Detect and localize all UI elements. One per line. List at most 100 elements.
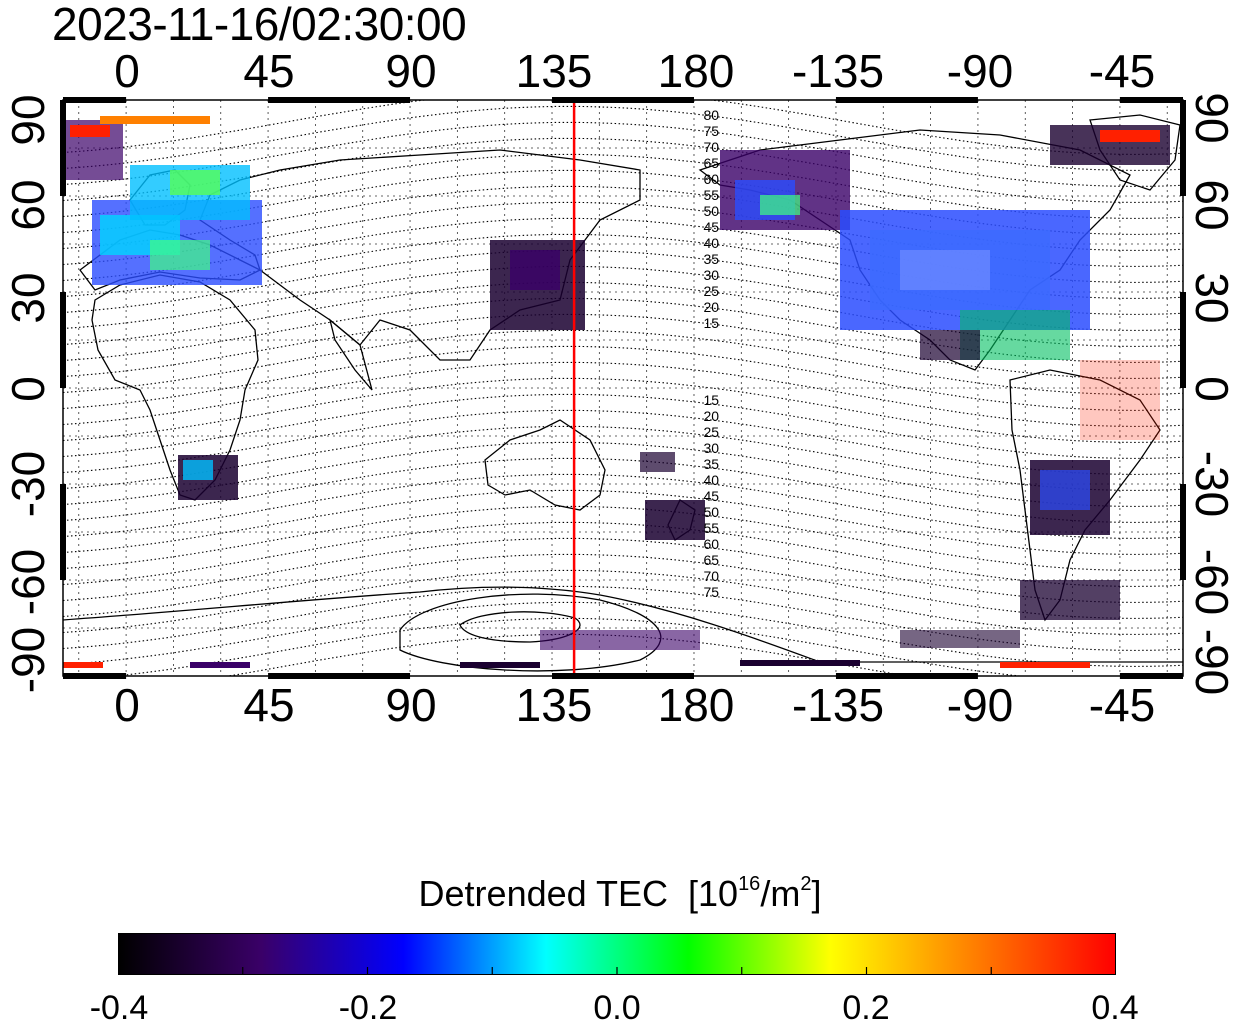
frame-bar [1119,97,1183,103]
geomagnetic-contour [63,569,1183,635]
colorbar-minor-ticks [242,967,992,975]
frame-bar [1180,292,1186,388]
frame-bar [60,100,66,196]
tec-band-south-5 [1000,662,1090,668]
tec-cluster-patagonia [1020,580,1120,620]
tec-cluster-scandinavia-green [170,170,220,195]
contour-label: 70 [703,139,719,155]
top-lon-tick: -90 [946,45,1014,97]
contour-label: 60 [703,171,719,187]
contour-label: 65 [703,552,719,568]
frame-bar [835,673,978,679]
tec-cluster-new-zealand [645,500,705,540]
bottom-lon-tick: -135 [791,679,885,731]
tec-band-red [70,125,110,137]
geomagnetic-contour [63,105,1183,171]
frame-bar [60,484,66,580]
tec-cluster-antarctic-east [900,630,1020,648]
contour-label: 30 [703,267,719,283]
colorbar-tick: 0.4 [1091,989,1139,1027]
contour-label: 80 [703,107,719,123]
bottom-lon-tick: -45 [1088,679,1156,731]
geomagnetic-contour [63,329,1183,395]
frame-bar [1180,100,1186,196]
frame-bar [552,97,694,103]
bottom-lon-tick: 180 [657,679,735,731]
contour-label: 40 [703,235,719,251]
south-america-coast [1009,369,1161,622]
geomagnetic-contour [63,441,1183,507]
indian-subcontinent [328,318,373,391]
tec-cluster-na-light [900,250,990,290]
timestamp-title: 2023-11-16/02:30:00 [52,0,467,50]
top-lon-tick: 45 [243,45,295,97]
contour-label: 20 [703,408,719,424]
geomagnetic-contour [63,409,1183,475]
colorbar-tick: 0.2 [842,989,890,1027]
tec-band-south-2 [190,662,250,668]
geomagnetic-contour [63,393,1183,459]
colorbar-tick: -0.4 [89,989,149,1027]
bottom-lon-tick: 45 [243,679,295,731]
tec-cluster-tasman [640,452,675,472]
contour-label: 50 [703,504,719,520]
geomagnetic-contour [63,585,1183,651]
contour-label: 65 [703,155,719,171]
frame-bar [552,673,694,679]
contour-label: 30 [703,440,719,456]
colorbar-unit-prefix: [10 [688,873,739,914]
frame-bar [268,97,411,103]
tec-cluster-europe-green [150,240,210,270]
geomagnetic-contour [63,489,1183,555]
geomagnetic-contour [63,345,1183,411]
geomagnetic-contour [63,361,1183,427]
geomagnetic-contour [63,249,1183,315]
geomagnetic-contour [63,521,1183,587]
geomagnetic-contour [63,505,1183,571]
frame-bar [60,292,66,388]
tec-band-south-1 [63,662,103,668]
tec-scatter-amazon [1080,360,1160,440]
contour-label: 50 [703,203,719,219]
antarctica-coast [63,586,1183,663]
bottom-lon-tick: 0 [114,679,140,731]
colorbar-title-text: Detrended TEC [418,873,668,914]
contour-label: 15 [703,392,719,408]
bottom-lon-tick: 90 [385,679,437,731]
australia-coast [484,419,606,511]
tec-cluster-antarctic [540,630,700,650]
geomagnetic-contour [63,377,1183,443]
tec-cluster-mexico [920,330,980,360]
contour-label: 35 [703,456,719,472]
geomagnetic-contour [63,601,1183,667]
contour-labels: 8075706560555045403530252015152025303540… [703,107,719,600]
frame-bar [63,97,127,103]
contour-label: 55 [703,187,719,203]
bottom-lon-tick: -90 [946,679,1014,731]
colorbar-title: Detrended TEC [1016/m2] [0,872,1240,916]
frame-bar [835,97,978,103]
geomagnetic-contour [110,617,1025,676]
top-lon-tick: -45 [1088,45,1156,97]
contour-label: 70 [703,568,719,584]
top-lon-tick: -135 [791,45,885,97]
tec-band-south-4 [740,660,860,666]
colorbar-unit-suffix: ] [811,873,822,914]
frame-bar [63,673,127,679]
geomagnetic-contour [63,121,1183,187]
tec-data [63,116,1170,668]
contour-label: 35 [703,251,719,267]
top-lon-tick: 90 [385,45,437,97]
tec-map: 8075706560555045403530252015152025303540… [60,97,1186,679]
bottom-lon-tick: 135 [515,679,593,731]
contour-label: 45 [703,488,719,504]
tec-band-south-3 [460,662,540,668]
geomagnetic-contour [63,100,1183,155]
top-lon-tick: 180 [657,45,735,97]
tec-cluster-brazil-blue [1040,470,1090,510]
colorbar-unit-exponent: 16 [738,873,761,895]
tec-cluster-south-africa-blue [183,460,213,480]
colorbar-unit-exponent2: 2 [800,873,812,895]
contour-label: 40 [703,472,719,488]
geomagnetic-contour [63,281,1183,347]
